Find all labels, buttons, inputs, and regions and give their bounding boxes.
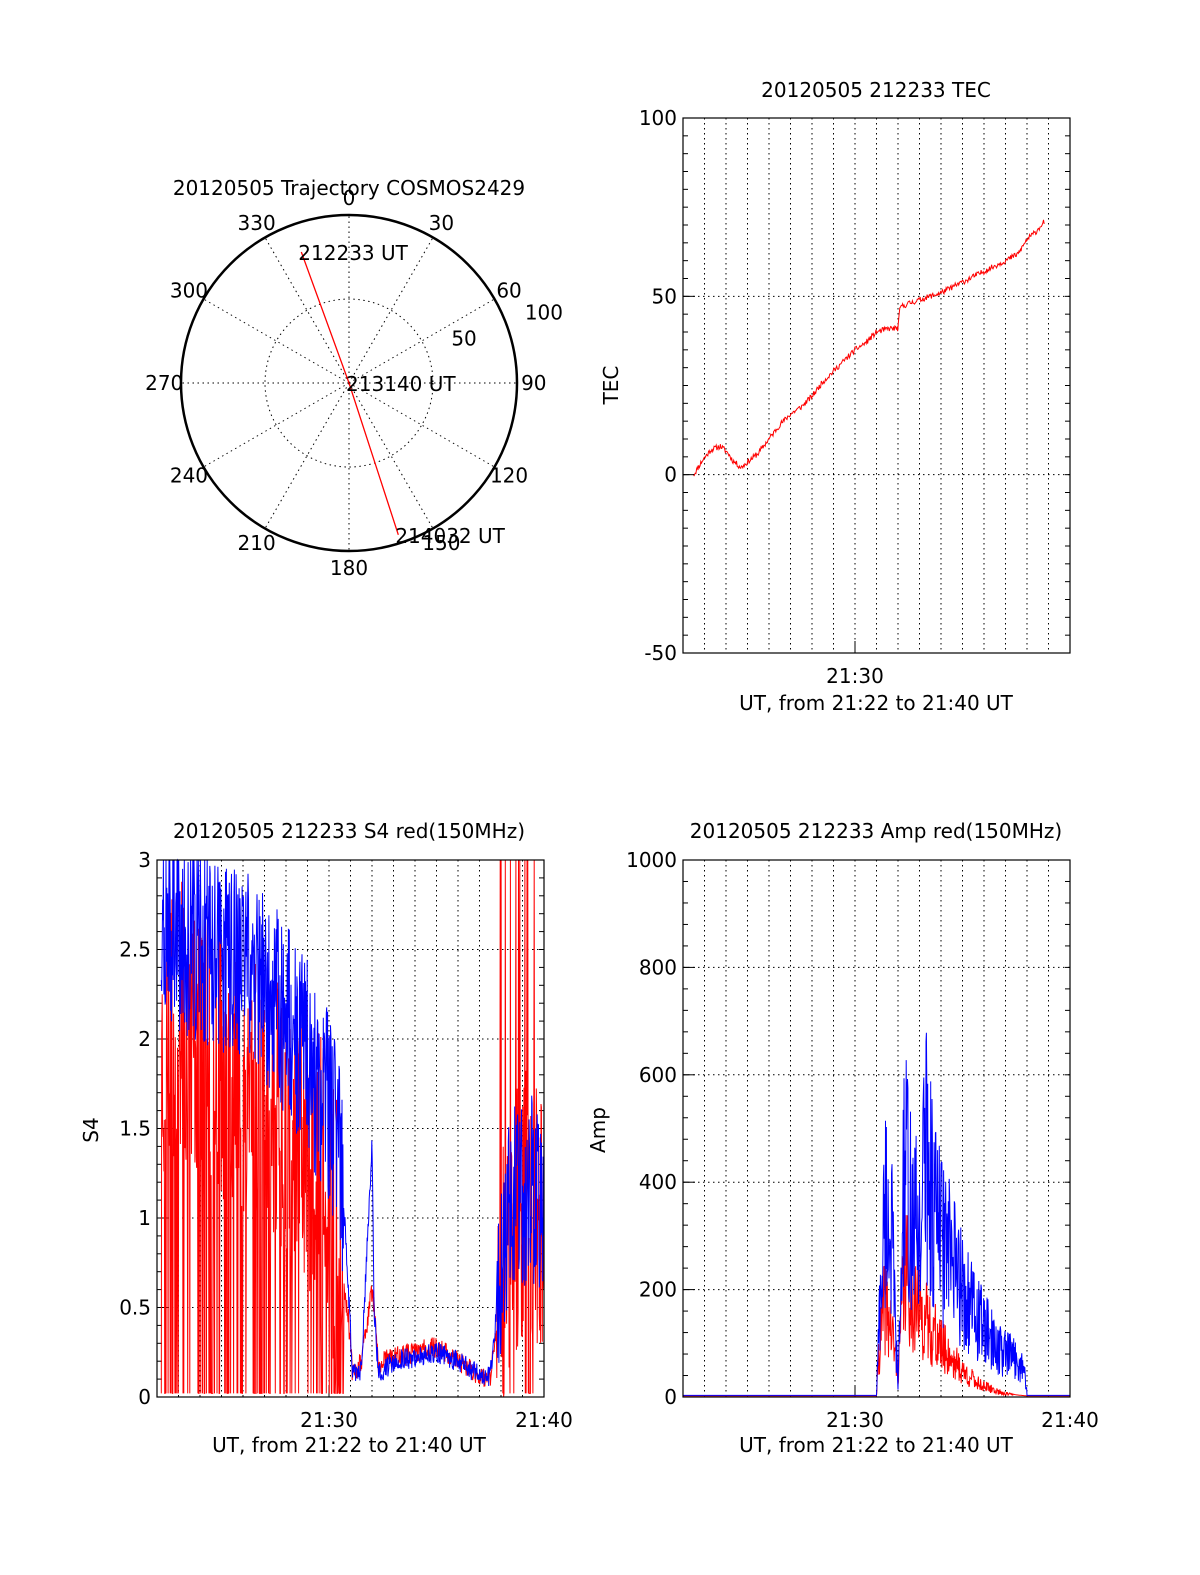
polar-spoke [348, 382, 434, 529]
y-tick-label: 400 [639, 1170, 677, 1194]
polar-angle-label: 180 [330, 556, 368, 580]
polar-spoke [348, 298, 495, 384]
amp-title: 20120505 212233 Amp red(150MHz) [690, 819, 1062, 843]
red-series-line [693, 219, 1045, 477]
amp-ylabel: Amp [586, 1107, 610, 1153]
amp-panel: 20120505 212233 Amp red(150MHz) 0 200 400 6… [586, 819, 1099, 1457]
polar-angle-label: 90 [521, 371, 546, 395]
y-tick-label: 2.5 [119, 938, 151, 962]
y-tick-label: -50 [644, 641, 677, 665]
y-tick-label: 1 [138, 1206, 151, 1230]
y-tick-label: 600 [639, 1063, 677, 1087]
y-tick-label: 0 [138, 1385, 151, 1409]
s4-xlabel: UT, from 21:22 to 21:40 UT [212, 1433, 487, 1457]
y-tick-label: 0.5 [119, 1296, 151, 1320]
polar-radius-label: 100 [525, 301, 563, 325]
polar-spoke [348, 382, 495, 468]
tec-title: 20120505 212233 TEC [761, 78, 991, 102]
trajectory-point-label: 214032 UT [395, 524, 505, 548]
y-tick-label: 200 [639, 1278, 677, 1302]
y-tick-label: 50 [652, 284, 677, 308]
polar-spoke [348, 237, 434, 384]
s4-plot-frame [156, 859, 545, 1398]
x-tick-label: 21:30 [300, 1408, 358, 1432]
tec-xlabel: UT, from 21:22 to 21:40 UT [739, 691, 1014, 715]
x-tick-label: 21:40 [515, 1408, 573, 1432]
polar-angle-label: 150 [422, 531, 460, 555]
tec-ylabel: TEC [599, 366, 623, 406]
trajectory-title: 20120505 Trajectory COSMOS2429 [173, 176, 525, 200]
polar-radius-label: 50 [451, 327, 476, 351]
y-tick-label: 100 [639, 106, 677, 130]
polar-spoke [264, 237, 350, 384]
amp-xlabel: UT, from 21:22 to 21:40 UT [739, 1433, 1014, 1457]
y-tick-label: 0 [664, 1385, 677, 1409]
y-tick-label: 1.5 [119, 1117, 151, 1141]
trajectory-point-label: 212233 UT [298, 241, 408, 265]
s4-ylabel: S4 [79, 1117, 103, 1142]
polar-angle-label: 300 [170, 279, 208, 303]
s4-title: 20120505 212233 S4 red(150MHz) [173, 819, 525, 843]
trajectory-point-label: 213140 UT [346, 372, 456, 396]
polar-angle-label: 0 [343, 186, 356, 210]
y-tick-label: 800 [639, 955, 677, 979]
trajectory-panel: 20120505 Trajectory COSMOS2429 0 30 60 90 12… [145, 176, 563, 580]
polar-outer-ring [179, 213, 519, 553]
x-tick-label: 21:30 [826, 664, 884, 688]
trajectory-line [300, 251, 399, 535]
y-tick-label: 2 [138, 1027, 151, 1051]
polar-angle-label: 30 [429, 211, 454, 235]
tec-panel: 20120505 212233 TEC -50 0 50 100 21:30 UT, f… [599, 78, 1071, 715]
x-tick-label: 21:40 [1041, 1408, 1099, 1432]
polar-angle-label: 210 [238, 531, 276, 555]
amp-plot-frame [682, 859, 1071, 1398]
polar-angle-label: 60 [496, 279, 521, 303]
polar-angle-label: 240 [170, 463, 208, 487]
y-tick-label: 1000 [626, 848, 677, 872]
polar-spoke [203, 298, 350, 384]
s4-panel: 20120505 212233 S4 red(150MHz) 0 0.5 1 1.5 2… [79, 819, 573, 1457]
polar-angle-label: 330 [238, 211, 276, 235]
y-tick-label: 0 [664, 463, 677, 487]
polar-spoke [203, 382, 350, 468]
tec-plot-frame [682, 117, 1071, 654]
blue-series-line [160, 858, 545, 1387]
polar-angle-label: 270 [145, 371, 183, 395]
y-tick-label: 3 [138, 848, 151, 872]
polar-angle-label: 120 [490, 463, 528, 487]
polar-ring-50 [264, 298, 434, 468]
x-tick-label: 21:30 [826, 1408, 884, 1432]
blue-series-line [683, 1032, 1070, 1396]
